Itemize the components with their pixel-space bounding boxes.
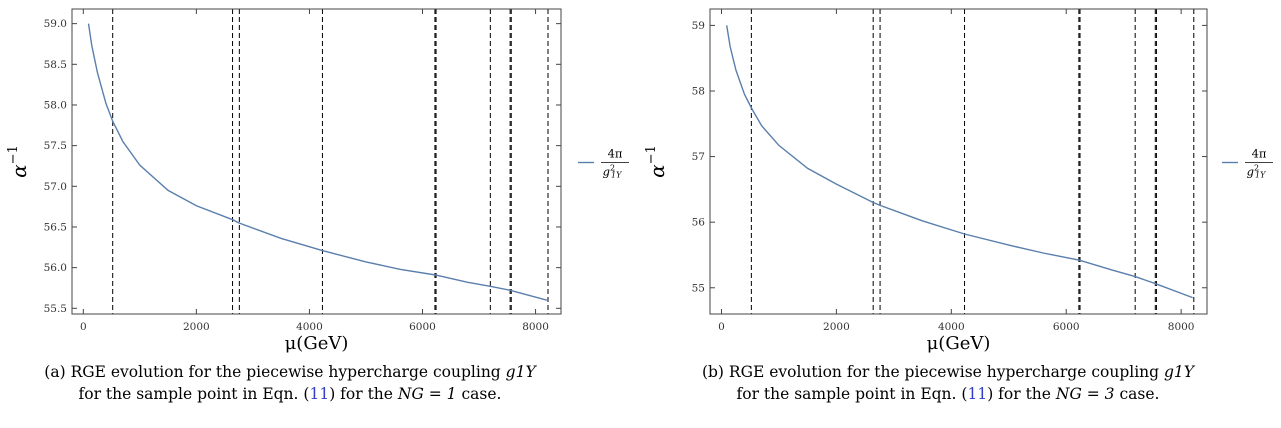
caption-text: ) for the bbox=[329, 385, 393, 403]
y-tick-label: 59 bbox=[692, 20, 705, 32]
y-tick-label: 56.5 bbox=[44, 221, 67, 233]
y-tick-label: 57.5 bbox=[44, 140, 67, 152]
x-tick-label: 2000 bbox=[823, 321, 850, 333]
caption-coupling: g1Y bbox=[1164, 363, 1195, 381]
figure: 0 2000 4000 6000 8000 55.5 56.0 56.5 57.0 57.5 58.… bbox=[6, 8, 1273, 354]
y-axis-label: α−1 bbox=[6, 145, 31, 178]
legend-label: g2 1Y bbox=[1247, 164, 1267, 180]
legend: 4π g2 1Y bbox=[1222, 147, 1273, 180]
y-tick-label: 58.0 bbox=[44, 99, 67, 111]
y-tick-label: 58.5 bbox=[44, 59, 67, 71]
y-axis-label: α−1 bbox=[644, 145, 669, 178]
caption-text: case. bbox=[1119, 385, 1160, 403]
caption-a: (a) RGE evolution for the piecewise hype… bbox=[10, 361, 570, 405]
x-tick-label: 8000 bbox=[522, 321, 549, 333]
y-tick-label: 58 bbox=[692, 85, 705, 97]
y-tick-label: 57.0 bbox=[44, 181, 67, 193]
chart-b: 0 2000 4000 6000 8000 55 56 57 58 59 μ(GeV) α−1 4π g2… bbox=[644, 8, 1273, 354]
caption-text: RGE evolution for the piecewise hypercha… bbox=[70, 363, 501, 381]
legend-label: 4π bbox=[608, 147, 623, 161]
caption-text: ) for the bbox=[987, 385, 1051, 403]
caption-ng: NG = 1 bbox=[397, 385, 457, 403]
caption-label: (b) bbox=[701, 363, 724, 381]
chart-a: 0 2000 4000 6000 8000 55.5 56.0 56.5 57.0 57.5 58.… bbox=[6, 8, 629, 354]
caption-b: (b) RGE evolution for the piecewise hype… bbox=[668, 361, 1228, 405]
x-axis-label: μ(GeV) bbox=[927, 333, 991, 354]
y-tick-label: 55.5 bbox=[44, 303, 67, 315]
y-tick-label: 55 bbox=[692, 282, 705, 294]
legend-label: g2 1Y bbox=[603, 164, 623, 180]
series-line bbox=[726, 25, 1193, 299]
x-tick-label: 6000 bbox=[409, 321, 436, 333]
x-tick-label: 0 bbox=[718, 321, 725, 333]
x-axis-label: μ(GeV) bbox=[285, 333, 349, 354]
x-tick-label: 8000 bbox=[1168, 321, 1195, 333]
equation-link[interactable]: 11 bbox=[967, 385, 988, 403]
caption-text: RGE evolution for the piecewise hypercha… bbox=[728, 363, 1160, 381]
caption-text: for the sample point in Eqn. ( bbox=[736, 385, 968, 403]
y-tick-label: 59.0 bbox=[44, 18, 67, 30]
caption-text: case. bbox=[461, 385, 502, 403]
legend-label: 4π bbox=[1252, 147, 1267, 161]
y-tick-label: 56.0 bbox=[44, 262, 67, 274]
plot-frame bbox=[709, 8, 1208, 315]
x-tick-label: 0 bbox=[80, 321, 87, 333]
plot-frame bbox=[71, 8, 562, 315]
equation-link[interactable]: 11 bbox=[309, 385, 330, 403]
caption-text: for the sample point in Eqn. ( bbox=[78, 385, 310, 403]
x-tick-label: 4000 bbox=[296, 321, 323, 333]
series-line bbox=[87, 23, 548, 301]
x-tick-label: 4000 bbox=[938, 321, 965, 333]
x-tick-label: 6000 bbox=[1053, 321, 1080, 333]
y-tick-label: 57 bbox=[692, 151, 705, 163]
legend: 4π g2 1Y bbox=[578, 147, 629, 180]
x-tick-label: 2000 bbox=[183, 321, 210, 333]
y-tick-label: 56 bbox=[692, 217, 706, 229]
caption-ng: NG = 3 bbox=[1055, 385, 1115, 403]
caption-coupling: g1Y bbox=[505, 363, 536, 381]
caption-label: (a) bbox=[44, 363, 66, 381]
